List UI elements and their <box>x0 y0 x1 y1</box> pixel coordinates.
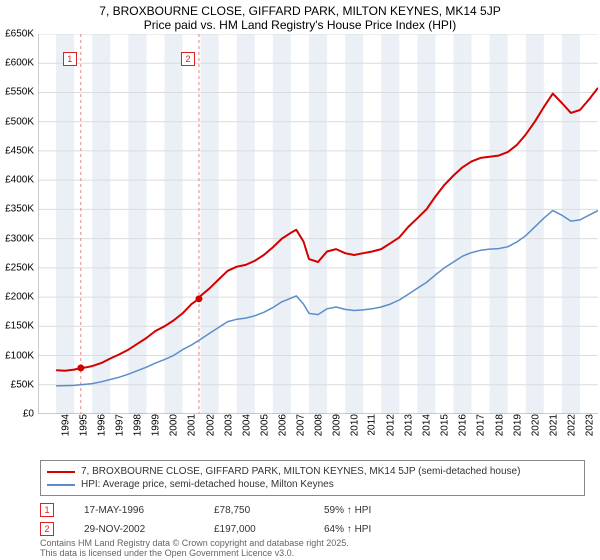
x-tick-label: 2016 <box>458 414 469 436</box>
chart-area: £0£50K£100K£150K£200K£250K£300K£350K£400… <box>38 34 598 414</box>
x-tick-label: 1998 <box>133 414 144 436</box>
x-tick-label: 2002 <box>205 414 216 436</box>
y-tick-label: £400K <box>5 175 34 186</box>
y-tick-label: £50K <box>11 379 34 390</box>
x-tick-label: 2012 <box>385 414 396 436</box>
legend-box: 7, BROXBOURNE CLOSE, GIFFARD PARK, MILTO… <box>40 460 585 496</box>
y-tick-label: £200K <box>5 292 34 303</box>
y-tick-label: £250K <box>5 262 34 273</box>
sale-row-1: 1 17-MAY-1996 £78,750 59% ↑ HPI <box>40 503 585 517</box>
sale-price-1: £78,750 <box>214 505 294 516</box>
x-tick-label: 1995 <box>78 414 89 436</box>
x-tick-label: 2008 <box>313 414 324 436</box>
y-tick-label: £100K <box>5 350 34 361</box>
title-block: 7, BROXBOURNE CLOSE, GIFFARD PARK, MILTO… <box>0 0 600 34</box>
y-tick-label: £550K <box>5 87 34 98</box>
y-tick-label: £600K <box>5 58 34 69</box>
sale-badge-1: 1 <box>40 503 54 517</box>
x-tick-label: 2001 <box>187 414 198 436</box>
x-tick-label: 2023 <box>584 414 595 436</box>
legend-label-hpi: HPI: Average price, semi-detached house,… <box>81 479 334 490</box>
y-tick-label: £500K <box>5 116 34 127</box>
x-tick-label: 1997 <box>114 414 125 436</box>
legend-row-property: 7, BROXBOURNE CLOSE, GIFFARD PARK, MILTO… <box>47 465 578 478</box>
x-tick-label: 2009 <box>331 414 342 436</box>
y-tick-label: £650K <box>5 29 34 40</box>
x-axis-labels: 1994 1995 1996 1997 1998 1999 2000 2001 2002 2003… <box>38 414 598 450</box>
footer-line1: Contains HM Land Registry data © Crown c… <box>40 538 349 548</box>
x-tick-label: 2013 <box>403 414 414 436</box>
x-tick-label: 2014 <box>422 414 433 436</box>
sale-price-2: £197,000 <box>214 524 294 535</box>
footer-line2: This data is licensed under the Open Gov… <box>40 548 349 558</box>
x-tick-label: 2004 <box>241 414 252 436</box>
sale-badge-2: 2 <box>40 522 54 536</box>
x-tick-label: 2003 <box>223 414 234 436</box>
sale-row-2: 2 29-NOV-2002 £197,000 64% ↑ HPI <box>40 522 585 536</box>
x-tick-label: 2019 <box>512 414 523 436</box>
sale-hpi-2: 64% ↑ HPI <box>324 524 371 535</box>
footer: Contains HM Land Registry data © Crown c… <box>40 538 349 558</box>
x-tick-label: 2022 <box>566 414 577 436</box>
x-tick-label: 2005 <box>259 414 270 436</box>
title-line2: Price paid vs. HM Land Registry's House … <box>0 18 600 32</box>
sale-hpi-1: 59% ↑ HPI <box>324 505 371 516</box>
chart-container: 7, BROXBOURNE CLOSE, GIFFARD PARK, MILTO… <box>0 0 600 560</box>
x-tick-label: 2011 <box>367 414 378 436</box>
y-tick-label: £450K <box>5 145 34 156</box>
legend-row-hpi: HPI: Average price, semi-detached house,… <box>47 478 578 491</box>
sale-date-2: 29-NOV-2002 <box>84 524 184 535</box>
y-axis-labels: £0£50K£100K£150K£200K£250K£300K£350K£400… <box>0 34 36 414</box>
sale-date-1: 17-MAY-1996 <box>84 505 184 516</box>
title-line1: 7, BROXBOURNE CLOSE, GIFFARD PARK, MILTO… <box>0 4 600 18</box>
x-tick-label: 2000 <box>169 414 180 436</box>
legend-swatch-property <box>47 471 75 473</box>
x-tick-label: 2018 <box>494 414 505 436</box>
x-tick-label: 2015 <box>440 414 451 436</box>
plot-svg <box>38 34 598 414</box>
x-tick-label: 2021 <box>548 414 559 436</box>
x-tick-label: 1999 <box>151 414 162 436</box>
x-tick-label: 1996 <box>96 414 107 436</box>
x-tick-label: 2020 <box>530 414 541 436</box>
y-tick-label: £350K <box>5 204 34 215</box>
x-tick-label: 1994 <box>60 414 71 436</box>
y-tick-label: £150K <box>5 321 34 332</box>
legend-label-property: 7, BROXBOURNE CLOSE, GIFFARD PARK, MILTO… <box>81 466 520 477</box>
y-tick-label: £300K <box>5 233 34 244</box>
x-tick-label: 2017 <box>476 414 487 436</box>
x-tick-label: 2006 <box>277 414 288 436</box>
x-tick-label: 2010 <box>349 414 360 436</box>
x-tick-label: 2007 <box>295 414 306 436</box>
y-tick-label: £0 <box>23 409 34 420</box>
legend-swatch-hpi <box>47 484 75 486</box>
